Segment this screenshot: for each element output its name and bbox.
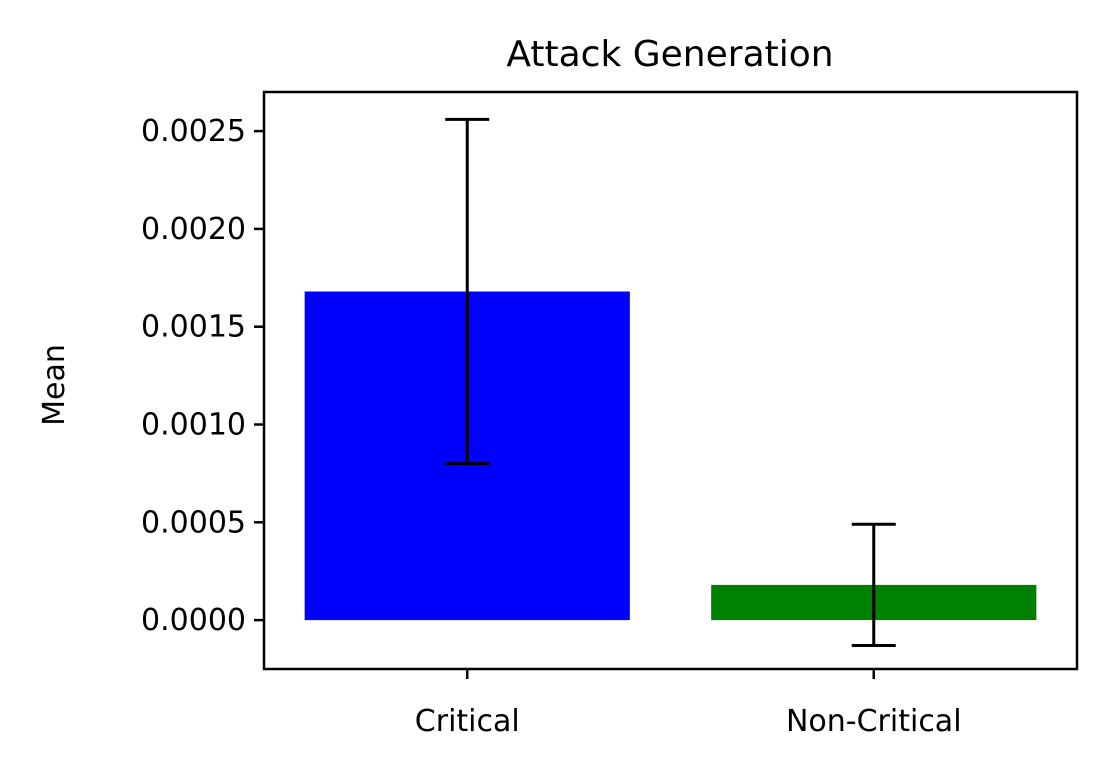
y-tick-label: 0.0010 — [141, 408, 246, 443]
y-tick-label: 0.0015 — [141, 310, 246, 345]
y-tick-label: 0.0025 — [141, 114, 246, 149]
plot-area: 0.0000 0.0005 0.0010 0.0015 0.0020 0.0025 Crit… — [141, 114, 1037, 739]
y-tick-label: 0.0020 — [141, 212, 246, 247]
y-axis-label: Mean — [37, 344, 72, 426]
y-tick-label: 0.0000 — [141, 603, 246, 638]
axes-frame — [262, 90, 1079, 671]
x-tick-label: Non-Critical — [786, 704, 962, 739]
x-tick-label: Critical — [415, 704, 520, 739]
chart-title: Attack Generation — [506, 34, 833, 75]
y-tick-label: 0.0005 — [141, 505, 246, 540]
